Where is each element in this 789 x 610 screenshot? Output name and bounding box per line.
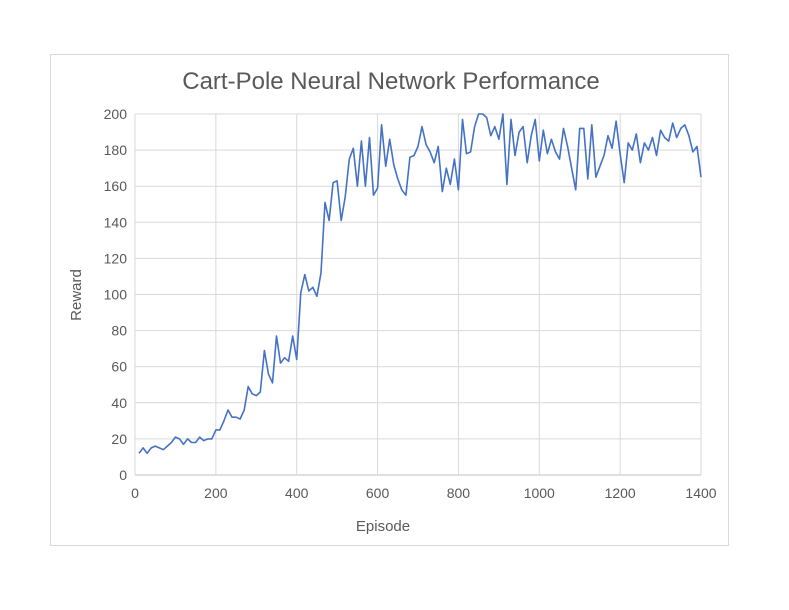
y-tick-label: 0 — [119, 467, 127, 483]
y-tick-label: 180 — [104, 142, 128, 158]
line-chart: Cart-Pole Neural Network Performance 0 20… — [68, 68, 717, 535]
y-tick-label: 80 — [111, 323, 127, 339]
y-axis-title: Reward — [68, 269, 85, 321]
x-tick-label: 600 — [366, 485, 390, 501]
chart-area: Cart-Pole Neural Network Performance 0 20… — [50, 54, 729, 546]
series-line — [138, 113, 702, 455]
series-group — [138, 113, 702, 455]
gridlines — [134, 113, 702, 476]
y-tick-label: 200 — [104, 106, 128, 122]
x-tick-label: 400 — [285, 485, 309, 501]
x-axis-ticks: 0 200 400 600 800 1000 1200 1400 — [131, 485, 717, 501]
x-tick-label: 1400 — [685, 485, 716, 501]
x-tick-label: 200 — [204, 485, 228, 501]
x-tick-label: 800 — [447, 485, 471, 501]
x-tick-label: 1200 — [605, 485, 636, 501]
y-tick-label: 60 — [111, 359, 127, 375]
x-axis-title: Episode — [356, 518, 410, 535]
y-axis-ticks: 0 20 40 60 80 100 120 140 160 180 200 — [104, 106, 128, 483]
x-tick-label: 0 — [131, 485, 139, 501]
y-tick-label: 160 — [104, 178, 128, 194]
y-tick-label: 140 — [104, 214, 128, 230]
y-tick-label: 120 — [104, 250, 128, 266]
x-tick-label: 1000 — [524, 485, 555, 501]
chart-title: Cart-Pole Neural Network Performance — [182, 68, 599, 95]
y-tick-label: 40 — [111, 395, 127, 411]
y-tick-label: 20 — [111, 431, 127, 447]
y-tick-label: 100 — [104, 287, 128, 303]
